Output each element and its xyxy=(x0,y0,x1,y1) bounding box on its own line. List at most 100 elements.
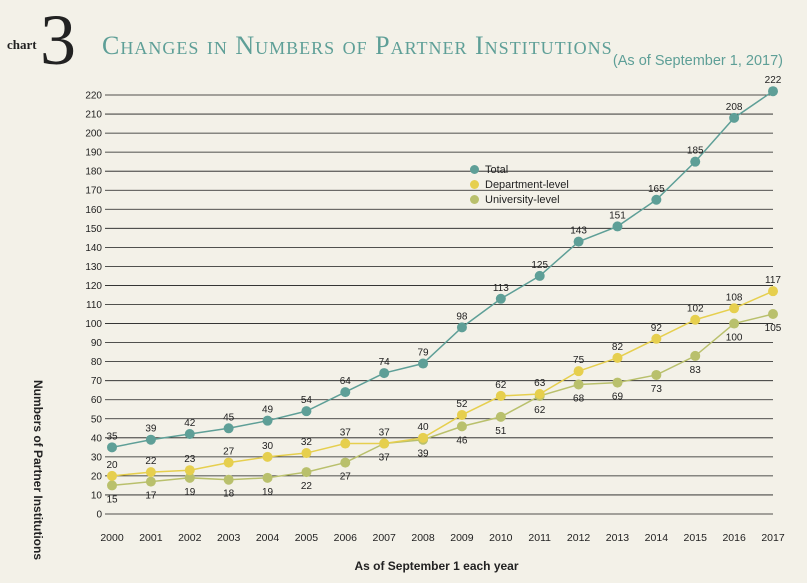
data-label: 73 xyxy=(651,384,663,395)
data-label: 69 xyxy=(612,392,624,403)
data-label: 27 xyxy=(223,447,235,458)
y-tick-label: 10 xyxy=(91,490,103,501)
data-label: 62 xyxy=(534,405,546,416)
data-point xyxy=(768,86,778,97)
data-point xyxy=(690,350,701,361)
data-point xyxy=(223,457,234,468)
data-point xyxy=(379,368,390,379)
data-point xyxy=(495,390,506,401)
data-label: 64 xyxy=(340,376,352,387)
y-tick-label: 150 xyxy=(85,224,102,235)
data-label: 39 xyxy=(145,424,157,435)
data-point xyxy=(340,438,351,449)
data-point xyxy=(573,236,584,247)
data-label: 68 xyxy=(573,393,585,404)
data-point xyxy=(223,474,234,485)
data-label: 100 xyxy=(726,333,743,344)
data-label: 27 xyxy=(340,472,352,483)
y-tick-label: 50 xyxy=(91,414,103,425)
data-label: 75 xyxy=(573,355,585,366)
y-tick-label: 80 xyxy=(91,357,103,368)
x-tick-label: 2013 xyxy=(606,532,630,544)
data-label: 37 xyxy=(379,428,391,439)
data-point xyxy=(651,369,662,380)
legend-swatch-university xyxy=(470,195,479,204)
data-point xyxy=(729,112,740,123)
data-point xyxy=(690,314,701,325)
y-axis-title: Numbers of Partner Institutions xyxy=(31,380,45,561)
x-tick-label: 2006 xyxy=(334,532,358,544)
y-tick-label: 160 xyxy=(85,205,102,216)
data-label: 82 xyxy=(612,342,624,353)
x-axis-title: As of September 1 each year xyxy=(354,559,519,573)
legend-label-total: Total xyxy=(485,163,509,176)
data-label: 222 xyxy=(765,75,782,86)
data-label: 63 xyxy=(534,378,546,389)
y-tick-label: 220 xyxy=(85,91,102,102)
y-tick-label: 120 xyxy=(85,281,102,292)
legend-item-total: Total xyxy=(470,162,569,177)
data-label: 17 xyxy=(145,491,157,502)
legend-swatch-total xyxy=(470,165,479,174)
data-label: 143 xyxy=(570,226,587,237)
x-tick-label: 2000 xyxy=(100,532,124,544)
data-label: 113 xyxy=(493,283,509,294)
data-label: 51 xyxy=(495,426,507,437)
data-label: 79 xyxy=(417,348,429,359)
legend-item-department: Department-level xyxy=(470,177,569,192)
data-point xyxy=(456,409,467,420)
data-label: 22 xyxy=(145,456,157,467)
y-tick-label: 130 xyxy=(85,262,102,273)
data-label: 185 xyxy=(687,146,704,157)
data-point xyxy=(612,377,623,388)
data-point xyxy=(107,442,117,453)
data-label: 15 xyxy=(106,494,118,505)
data-label: 52 xyxy=(456,399,468,410)
data-label: 117 xyxy=(765,275,781,286)
data-point xyxy=(301,406,312,417)
y-tick-label: 210 xyxy=(85,110,102,121)
data-label: 208 xyxy=(726,102,743,113)
data-point xyxy=(573,379,584,390)
data-label: 74 xyxy=(379,357,391,368)
data-point xyxy=(729,318,740,329)
data-label: 18 xyxy=(223,489,235,500)
data-point xyxy=(262,415,273,426)
data-point xyxy=(145,467,156,478)
data-label: 92 xyxy=(651,323,663,334)
chart-title: Changes in Numbers of Partner Institutio… xyxy=(102,31,613,60)
data-point xyxy=(379,438,390,449)
chart-number: 3 xyxy=(40,0,76,80)
y-tick-label: 40 xyxy=(91,433,103,444)
data-point xyxy=(145,476,156,487)
y-tick-label: 200 xyxy=(85,129,102,140)
y-tick-label: 180 xyxy=(85,167,102,178)
y-tick-label: 90 xyxy=(91,338,103,349)
data-label: 22 xyxy=(301,481,313,492)
series-line xyxy=(111,290,774,477)
data-point xyxy=(573,366,584,377)
data-label: 46 xyxy=(456,435,468,446)
x-tick-label: 2003 xyxy=(217,532,241,544)
y-tick-label: 0 xyxy=(96,510,102,521)
data-label: 49 xyxy=(262,405,274,416)
data-point xyxy=(495,293,506,304)
data-label: 165 xyxy=(648,184,665,195)
data-label: 30 xyxy=(262,441,274,452)
data-label: 23 xyxy=(184,454,196,465)
x-tick-label: 2001 xyxy=(139,532,163,544)
data-point xyxy=(184,472,195,483)
x-tick-label: 2010 xyxy=(489,532,513,544)
legend-item-university: University-level xyxy=(470,192,569,207)
legend: Total Department-level University-level xyxy=(470,162,569,207)
data-label: 40 xyxy=(417,422,429,433)
y-tick-label: 190 xyxy=(85,148,102,159)
data-point xyxy=(107,470,117,481)
data-label: 108 xyxy=(726,292,743,303)
data-label: 39 xyxy=(417,449,429,460)
chart-label: chart xyxy=(7,37,37,52)
data-point xyxy=(690,156,701,167)
series-line xyxy=(111,313,774,487)
x-tick-label: 2008 xyxy=(411,532,435,544)
x-tick-label: 2011 xyxy=(528,532,551,544)
